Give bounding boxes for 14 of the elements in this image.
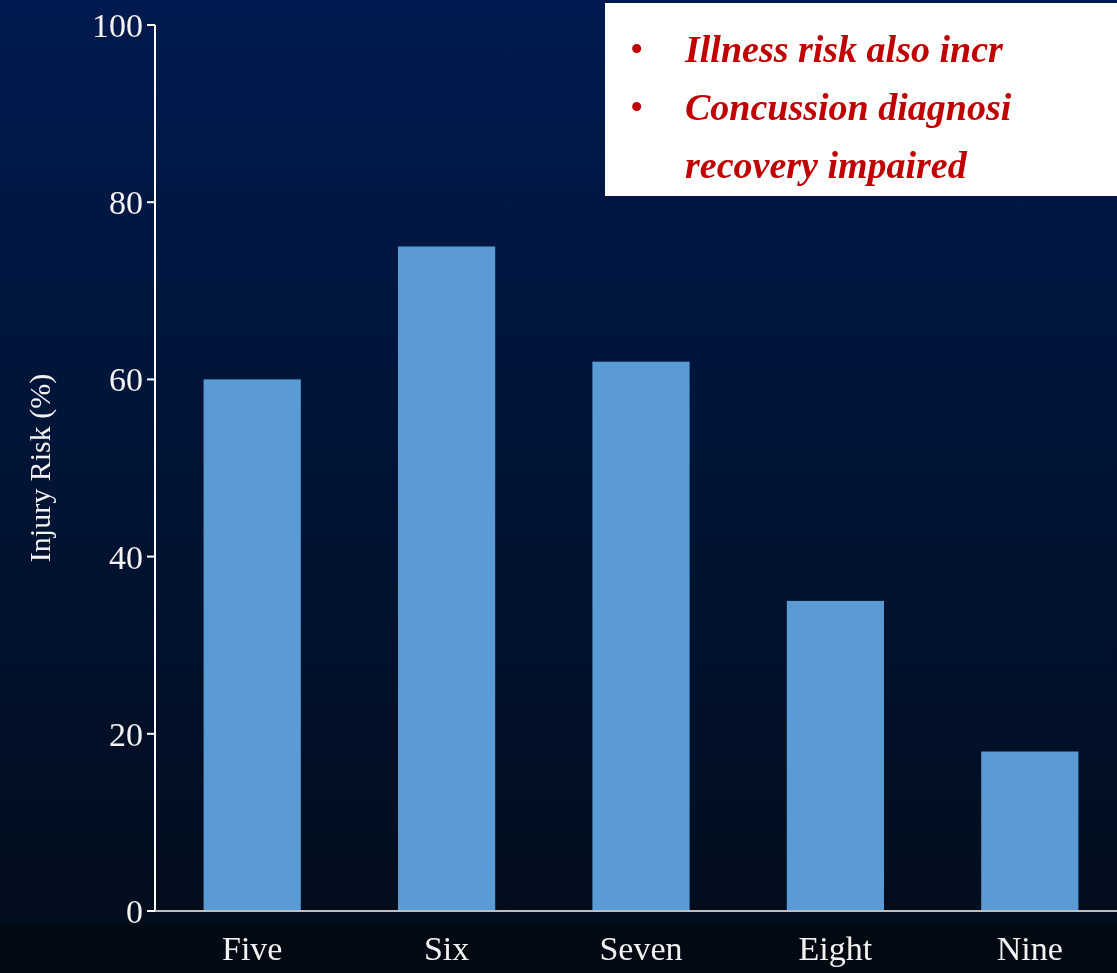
x-tick-label: Nine <box>996 930 1063 967</box>
y-tick-label: 80 <box>109 184 143 222</box>
x-tick-label: Six <box>423 930 470 967</box>
x-tick-label: Seven <box>599 930 683 967</box>
y-axis-title: Injury Risk (%) <box>23 373 57 563</box>
x-tick-label: Eight <box>798 930 873 967</box>
y-tick-label: 20 <box>109 715 143 753</box>
y-tick-label: 40 <box>109 538 143 576</box>
y-tick-label: 60 <box>109 361 143 399</box>
y-tick-label: 0 <box>126 892 143 930</box>
annotation: • Illness risk also incr <box>630 28 1005 70</box>
y-tick-label: 100 <box>92 6 143 44</box>
x-tick-label: Five <box>221 930 283 967</box>
annotation: • Concussion diagnosi recovery impaired <box>630 86 1012 186</box>
